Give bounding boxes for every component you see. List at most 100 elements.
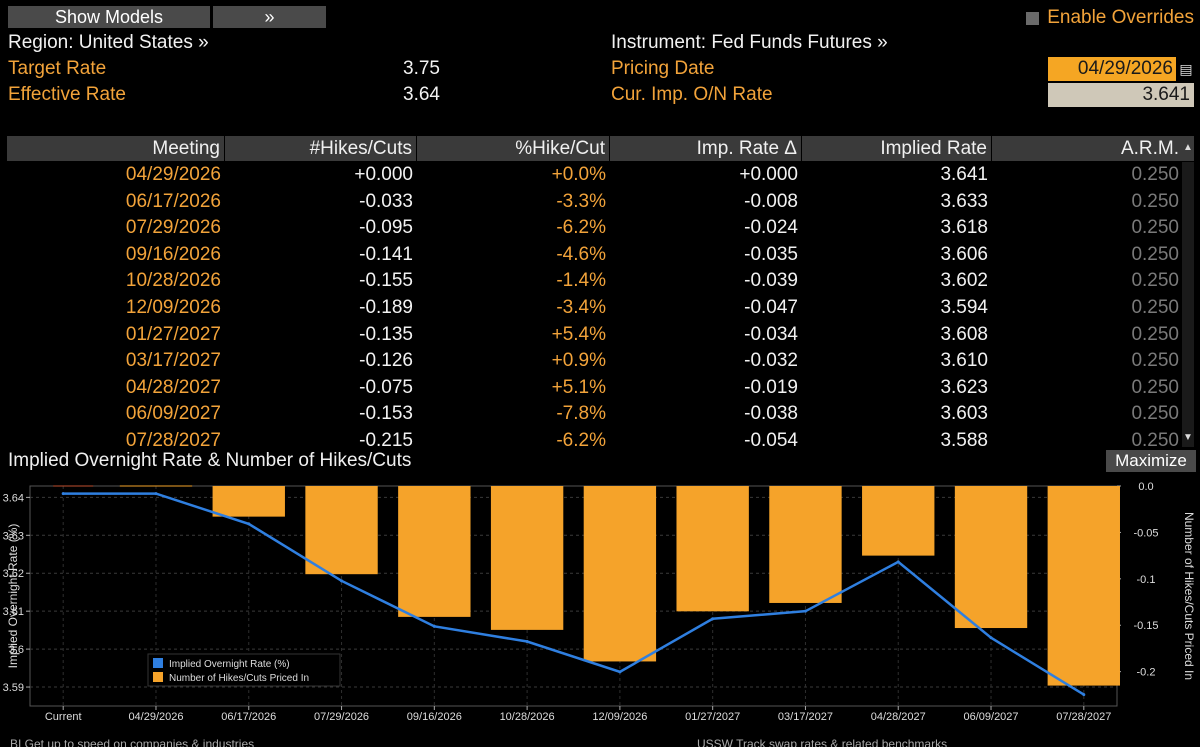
bar: [862, 486, 935, 556]
legend-label-line: Implied Overnight Rate (%): [169, 659, 290, 670]
right-axis-label: Number of Hikes/Cuts Priced In: [1182, 512, 1196, 680]
x-tick-label: 06/09/2027: [963, 711, 1018, 723]
maximize-button[interactable]: Maximize: [1106, 450, 1196, 472]
bar: [954, 486, 1028, 629]
col-imp-rate-delta[interactable]: Imp. Rate Δ: [610, 136, 802, 161]
x-tick-label: 04/29/2026: [128, 711, 183, 723]
bar: [398, 486, 471, 617]
expand-chevron-button[interactable]: »: [213, 6, 326, 28]
arm-cell: 0.250: [1131, 430, 1179, 451]
hikes-cuts-cell: -0.126: [359, 350, 413, 372]
hikes-cuts-cell: -0.155: [359, 270, 413, 292]
enable-overrides-toggle[interactable]: Enable Overrides: [1026, 6, 1194, 30]
left-tick-label: 3.62: [3, 568, 24, 580]
line-point: [340, 579, 344, 583]
pct-hike-cut-cell: -3.4%: [556, 297, 606, 318]
col-implied-rate[interactable]: Implied Rate: [802, 136, 992, 161]
implied-rate-cell: 3.610: [940, 350, 988, 372]
right-tick-label: -0.2: [1137, 667, 1156, 679]
arm-cell: 0.250: [1131, 350, 1179, 372]
table-row[interactable]: 06/09/2027 -0.153 -7.8% -0.038 3.603 0.250: [7, 401, 1179, 428]
col-meeting[interactable]: Meeting: [7, 136, 225, 161]
line-point: [61, 492, 65, 496]
imp-rate-delta-cell: -0.047: [744, 297, 798, 318]
imp-rate-delta-cell: -0.054: [744, 430, 798, 451]
right-tick-label: -0.05: [1133, 527, 1158, 539]
arm-cell: 0.250: [1131, 323, 1179, 345]
hikes-cuts-cell: -0.033: [359, 190, 413, 212]
implied-rate-cell: 3.623: [940, 376, 988, 398]
implied-rate-cell: 3.606: [940, 243, 988, 265]
pct-hike-cut-cell: -6.2%: [556, 430, 606, 451]
table-row[interactable]: 01/27/2027 -0.135 +5.4% -0.034 3.608 0.250: [7, 322, 1179, 349]
x-tick-label: 10/28/2026: [500, 711, 555, 723]
arm-cell: 0.250: [1131, 403, 1179, 425]
col-pct-hike-cut[interactable]: %Hike/Cut: [417, 136, 610, 161]
left-tick-label: 3.61: [3, 606, 24, 618]
hikes-cuts-cell: -0.189: [359, 297, 413, 318]
line-point: [432, 624, 436, 628]
legend-box: [147, 653, 341, 687]
pct-hike-cut-cell: +0.9%: [551, 350, 606, 372]
col-arm[interactable]: A.R.M.: [1120, 138, 1179, 159]
hikes-cuts-cell: +0.000: [354, 164, 413, 185]
table-row[interactable]: 04/28/2027 -0.075 +5.1% -0.019 3.623 0.250: [7, 375, 1179, 402]
table-scrollbar[interactable]: [1182, 162, 1194, 447]
table-row[interactable]: 10/28/2026 -0.155 -1.4% -0.039 3.602 0.250: [7, 268, 1179, 295]
implied-rate-cell: 3.594: [940, 297, 988, 318]
bottom-news-strip: BI Get up to speed on companies & indust…: [0, 735, 1200, 747]
meeting-cell: 12/09/2026: [125, 297, 221, 318]
footer-right-text[interactable]: USSW Track swap rates & related benchmar…: [697, 737, 948, 747]
table-row[interactable]: 07/28/2027 -0.215 -6.2% -0.054 3.588 0.250: [7, 428, 1179, 455]
scroll-up-arrow-icon[interactable]: ▲: [1183, 142, 1193, 153]
table-row[interactable]: 06/17/2026 -0.033 -3.3% -0.008 3.633 0.250: [7, 189, 1179, 216]
bar: [583, 486, 657, 662]
implied-rate-cell: 3.588: [940, 430, 988, 451]
line-point: [525, 640, 529, 644]
meeting-cell: 09/16/2026: [125, 243, 221, 265]
onrate-input[interactable]: 3.641: [1048, 83, 1194, 107]
chart-title: Implied Overnight Rate & Number of Hikes…: [8, 450, 412, 471]
calendar-icon[interactable]: ▤: [1179, 61, 1193, 77]
table-row[interactable]: 12/09/2026 -0.189 -3.4% -0.047 3.594 0.250: [7, 295, 1179, 322]
bar: [769, 486, 842, 603]
instrument-selector[interactable]: Instrument: Fed Funds Futures »: [611, 32, 888, 53]
right-tick-label: 0.0: [1138, 481, 1153, 493]
implied-rate-cell: 3.602: [940, 270, 988, 292]
table-row[interactable]: 03/17/2027 -0.126 +0.9% -0.032 3.610 0.250: [7, 348, 1179, 375]
line-point: [989, 636, 993, 640]
footer-left-text[interactable]: BI Get up to speed on companies & indust…: [10, 737, 255, 747]
implied-rate-line: [63, 492, 1085, 696]
left-tick-label: 3.63: [3, 530, 24, 542]
left-tick-label: 3.6: [9, 644, 24, 656]
hikes-cuts-cell: -0.075: [359, 376, 413, 398]
arm-cell: 0.250: [1131, 297, 1179, 318]
show-models-button[interactable]: Show Models: [8, 6, 210, 28]
implied-rate-cell: 3.603: [940, 403, 988, 425]
table-row[interactable]: 04/29/2026 +0.000 +0.0% +0.000 3.641 0.250: [7, 162, 1179, 189]
scroll-down-arrow-icon[interactable]: ▼: [1183, 432, 1193, 443]
table-row[interactable]: 09/16/2026 -0.141 -4.6% -0.035 3.606 0.250: [7, 242, 1179, 269]
meeting-cell: 07/29/2026: [125, 217, 221, 239]
x-tick-label: 06/17/2026: [221, 711, 276, 723]
pricing-date-input[interactable]: 04/29/2026: [1048, 57, 1176, 81]
x-tick-label: 09/16/2026: [407, 711, 462, 723]
arm-cell: 0.250: [1131, 243, 1179, 265]
pct-hike-cut-cell: -1.4%: [556, 270, 606, 292]
overrides-checkbox[interactable]: [1026, 11, 1040, 25]
meeting-cell: 03/17/2027: [125, 350, 221, 372]
pct-hike-cut-cell: -4.6%: [556, 243, 606, 265]
chart-title-bar: Implied Overnight Rate & Number of Hikes…: [0, 449, 1200, 473]
right-tick-label: -0.15: [1133, 620, 1158, 632]
meeting-cell: 07/28/2027: [125, 430, 221, 451]
target-rate-label: Target Rate: [8, 58, 107, 79]
x-tick-label: 12/09/2026: [592, 711, 647, 723]
legend-swatch-line: [153, 658, 163, 668]
overrides-label: Enable Overrides: [1047, 7, 1194, 28]
arm-cell: 0.250: [1131, 376, 1179, 398]
col-hikes-cuts[interactable]: #Hikes/Cuts: [225, 136, 417, 161]
arm-cell: 0.250: [1131, 270, 1179, 292]
region-selector[interactable]: Region: United States »: [8, 32, 209, 53]
bar: [676, 486, 749, 612]
table-row[interactable]: 07/29/2026 -0.095 -6.2% -0.024 3.618 0.250: [7, 215, 1179, 242]
